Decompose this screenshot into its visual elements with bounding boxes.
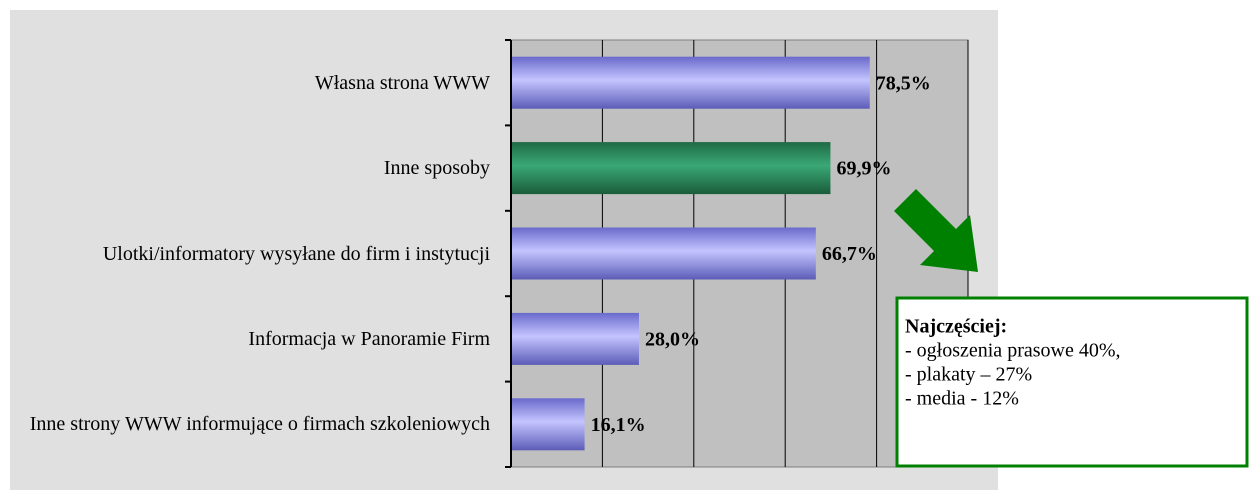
- value-label: 66,7%: [822, 243, 877, 265]
- callout-line: - ogłoszenia prasowe 40%,: [905, 340, 1121, 362]
- callout-box: [895, 296, 1249, 468]
- callout-line: - plakaty – 27%: [905, 364, 1032, 386]
- value-label: 28,0%: [645, 328, 700, 350]
- value-label: 78,5%: [876, 72, 931, 94]
- value-label: 69,9%: [836, 158, 891, 180]
- value-label: 16,1%: [591, 414, 646, 436]
- callout-line: - media - 12%: [905, 388, 1019, 410]
- bar: [511, 142, 831, 195]
- category-label: Ulotki/informatory wysyłane do firm i in…: [102, 242, 490, 265]
- category-label: Inne sposoby: [383, 157, 490, 180]
- category-label: Informacja w Panoramie Firm: [248, 327, 490, 350]
- bar: [511, 312, 639, 365]
- category-label: Własna strona WWW: [314, 71, 490, 94]
- bar: [511, 227, 816, 280]
- callout-title: Najczęściej:: [905, 316, 1007, 338]
- bar: [511, 398, 585, 451]
- arrow: [894, 189, 978, 272]
- bar: [511, 56, 870, 109]
- category-label: Inne strony WWW informujące o firmach sz…: [29, 413, 490, 436]
